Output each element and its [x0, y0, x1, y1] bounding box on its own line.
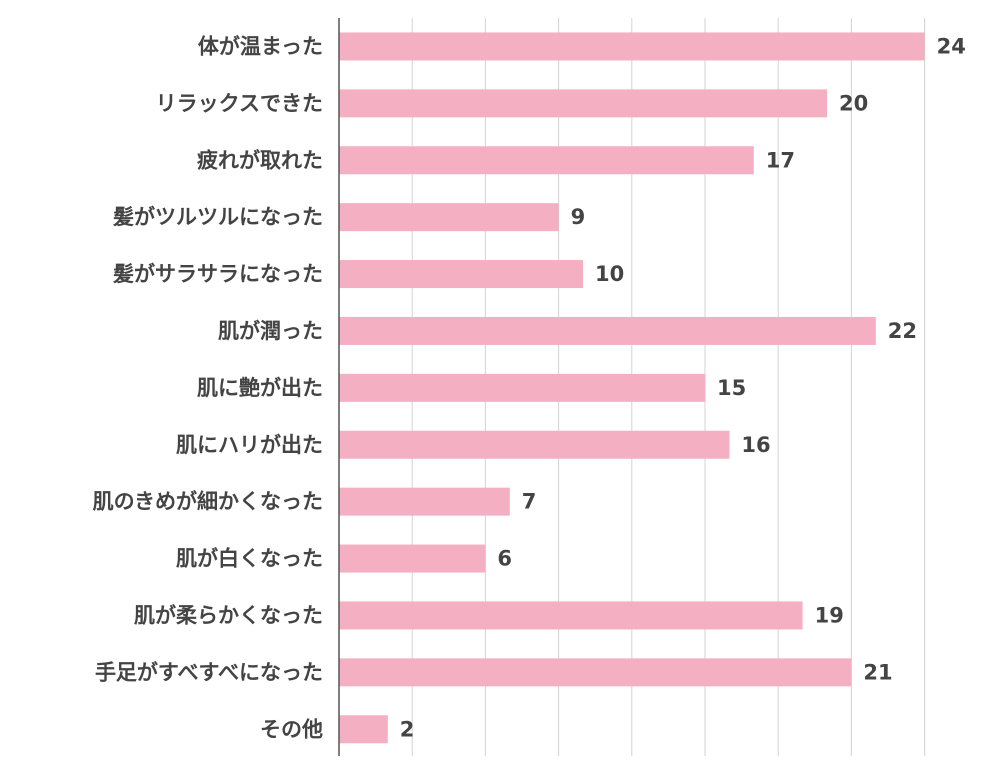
category-label: 肌が柔らかくなった [134, 603, 323, 627]
value-label: 21 [863, 660, 892, 684]
value-label: 10 [595, 262, 624, 286]
category-labels: 体が温まったリラックスできた疲れが取れた髪がツルツルになった髪がサラサラになった… [93, 34, 323, 741]
bar [339, 89, 827, 118]
bar [339, 203, 559, 232]
bar [339, 487, 510, 516]
value-label: 22 [888, 319, 917, 343]
value-label: 6 [497, 547, 512, 571]
value-label: 2 [400, 717, 415, 741]
value-label: 19 [815, 603, 844, 627]
category-label: 肌が白くなった [176, 547, 323, 571]
category-label: 肌に艶が出た [197, 376, 323, 400]
bar [339, 32, 925, 61]
bar [339, 658, 852, 687]
bar [339, 430, 730, 459]
category-label: リラックスできた [156, 91, 323, 115]
category-label: 肌にハリが出た [176, 433, 323, 457]
category-label: 髪がツルツルになった [112, 205, 323, 229]
bar [339, 146, 754, 175]
bar [339, 715, 388, 744]
bar [339, 601, 803, 630]
bars [339, 32, 925, 744]
category-label: 疲れが取れた [197, 148, 323, 172]
category-label: その他 [260, 717, 323, 741]
value-label: 15 [717, 376, 746, 400]
category-label: 髪がサラサラになった [112, 262, 323, 286]
category-label: 手足がすべすべになった [95, 660, 323, 684]
value-label: 17 [766, 148, 795, 172]
bar [339, 316, 876, 345]
bar [339, 373, 705, 402]
category-label: 体が温まった [198, 34, 323, 58]
value-labels: 24 20 17 9 10 22 15 16 7 6 19 21 2 [400, 34, 966, 741]
bar [339, 260, 583, 289]
value-label: 16 [741, 433, 770, 457]
bar [339, 544, 486, 573]
value-label: 20 [839, 91, 868, 115]
value-label: 7 [522, 490, 537, 514]
value-label: 24 [937, 34, 966, 58]
category-label: 肌のきめが細かくなった [93, 490, 323, 514]
category-label: 肌が潤った [218, 319, 323, 343]
value-label: 9 [571, 205, 586, 229]
